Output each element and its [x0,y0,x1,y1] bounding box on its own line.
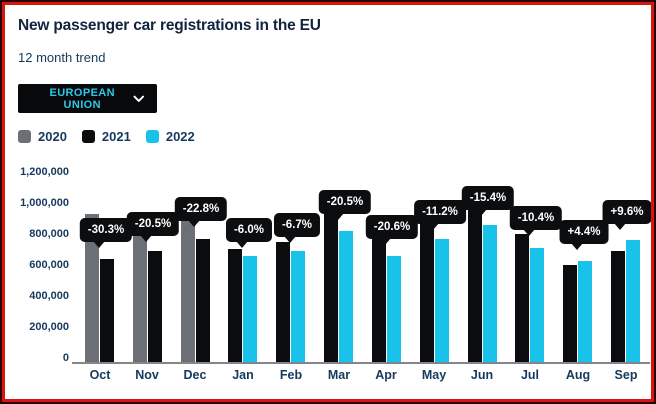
widget-content: New passenger car registrations in the E… [5,5,651,399]
bar-2021-oct[interactable] [100,259,114,362]
region-dropdown[interactable]: EUROPEAN UNION [18,84,157,113]
bar-2022-feb[interactable] [291,251,305,362]
bar-2022-may[interactable] [435,239,449,362]
x-axis-label-mar: Mar [327,368,351,382]
x-axis-label-dec: Dec [183,368,207,382]
pct-change-bubble-feb: -6.7% [273,213,321,237]
pct-change-bubble-jun: -15.4% [461,186,515,210]
bar-2022-jun[interactable] [483,225,497,362]
pct-change-bubble-oct: -30.3% [79,218,133,242]
chevron-down-icon [133,95,145,102]
bar-2022-mar[interactable] [339,231,353,362]
legend-label: 2021 [101,129,131,144]
bar-2021-jun[interactable] [468,200,482,362]
legend-item-2021[interactable]: 2021 [81,129,131,144]
bubble-pointer [614,223,626,230]
bar-2021-dec[interactable] [196,239,210,362]
pct-change-bubble-jan: -6.0% [225,218,273,242]
x-axis-label-apr: Apr [375,368,397,382]
bar-2022-sep[interactable] [626,240,640,362]
pct-change-bubble-apr: -20.6% [365,215,419,239]
pct-change-bubble-dec: -22.8% [174,197,228,221]
y-axis-tick-label: 400,000 [29,290,69,302]
bar-2021-may[interactable] [420,224,434,362]
legend-label: 2022 [165,129,195,144]
x-axis-label-feb: Feb [279,368,303,382]
bar-2022-jan[interactable] [243,256,257,362]
bubble-pointer [188,220,200,227]
bubble-pointer [427,223,439,230]
x-axis-line [72,362,650,364]
bubble-pointer [379,238,391,245]
x-axis-label-nov: Nov [135,368,159,382]
bubble-pointer [571,243,583,250]
legend-item-2020[interactable]: 2020 [18,129,67,144]
x-axis-label-jun: Jun [470,368,494,382]
legend-label: 2020 [38,129,67,144]
bubble-pointer [93,241,105,248]
bar-2020-dec[interactable] [181,202,195,362]
bar-2021-jan[interactable] [228,249,242,362]
x-axis-label-aug: Aug [565,368,591,382]
pct-change-bubble-jul: -10.4% [509,206,563,230]
pct-change-bubble-mar: -20.5% [318,190,372,214]
legend-swatch-2022 [145,130,159,143]
bubble-pointer [284,236,296,243]
x-axis-label-may: May [421,368,447,382]
bar-2022-jul[interactable] [530,248,544,362]
bar-2021-feb[interactable] [276,242,290,362]
legend-swatch-2020 [18,130,31,143]
y-axis-tick-label: 1,200,000 [20,166,69,178]
bar-2021-aug[interactable] [563,265,577,362]
bubble-pointer [475,209,487,216]
bar-2022-apr[interactable] [387,256,401,362]
bar-2021-apr[interactable] [372,228,386,362]
x-axis-label-jan: Jan [232,368,254,382]
y-axis-tick-label: 800,000 [29,228,69,240]
bar-2021-sep[interactable] [611,251,625,362]
subtitle: 12 month trend [18,50,106,65]
pct-change-bubble-sep: +9.6% [602,200,651,224]
y-axis-tick-label: 1,000,000 [20,197,69,209]
bar-2021-mar[interactable] [324,197,338,362]
region-dropdown-value: EUROPEAN UNION [49,86,115,111]
pct-change-bubble-may: -11.2% [414,200,466,224]
bar-2020-oct[interactable] [85,214,99,362]
bar-2022-aug[interactable] [578,261,592,362]
x-axis-label-sep: Sep [614,368,638,382]
y-axis-tick-label: 0 [62,352,69,364]
bubble-pointer [332,213,344,220]
bar-2020-nov[interactable] [133,223,147,362]
x-axis-label-oct: Oct [89,368,111,382]
bar-chart: 0 200,000 400,000 600,000 800,000 1,000,000 1,… [5,5,651,399]
bar-2021-nov[interactable] [148,251,162,362]
x-axis-label-jul: Jul [520,368,540,382]
legend-swatch-2021 [81,130,95,143]
bar-2021-jul[interactable] [515,234,529,362]
bubble-pointer [523,229,535,236]
y-axis-tick-label: 200,000 [29,321,69,333]
bubble-pointer [140,235,152,242]
y-axis-tick-label: 600,000 [29,259,69,271]
chart-legend: 2020 2021 2022 [18,129,195,144]
legend-item-2022[interactable]: 2022 [145,129,195,144]
bubble-pointer [236,241,248,248]
pct-change-bubble-nov: -20.5% [126,212,180,236]
page-title: New passenger car registrations in the E… [18,17,321,34]
pct-change-bubble-aug: +4.4% [559,220,609,244]
